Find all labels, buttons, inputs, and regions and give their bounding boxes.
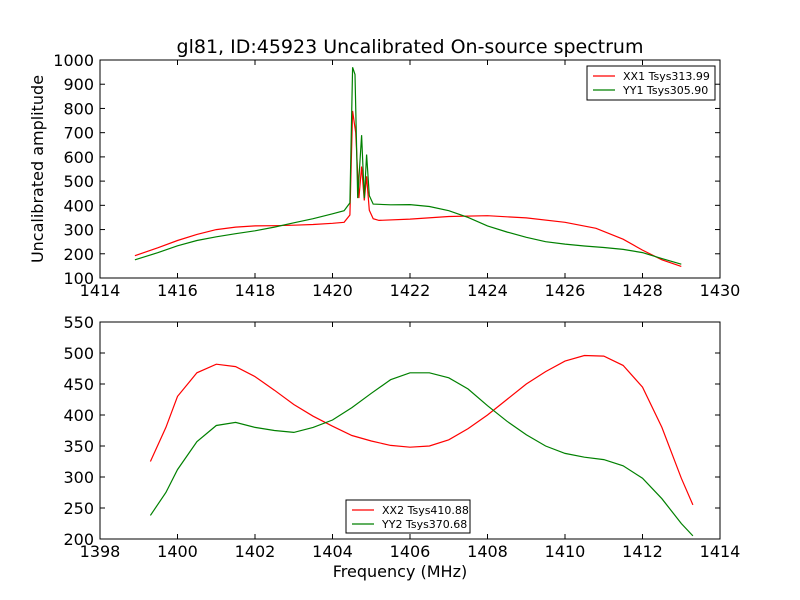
- x-tick-label: 1414: [700, 542, 741, 561]
- y-tick-label: 700: [63, 124, 94, 143]
- y-tick-label: 250: [63, 499, 94, 518]
- x-tick-label: 1404: [312, 542, 353, 561]
- y-axis-label: Uncalibrated amplitude: [28, 75, 47, 263]
- x-tick-label: 1408: [467, 542, 508, 561]
- y-tick-label: 550: [63, 313, 94, 332]
- y-tick-label: 600: [63, 148, 94, 167]
- y-tick-label: 500: [63, 344, 94, 363]
- legend-entry: YY2 Tsys370.68: [381, 518, 467, 531]
- x-tick-label: 1398: [80, 542, 121, 561]
- x-tick-label: 1430: [700, 281, 741, 300]
- y-tick-label: 400: [63, 196, 94, 215]
- y-tick-label: 900: [63, 75, 94, 94]
- legend-box: [586, 65, 716, 101]
- y-tick-label: 1000: [53, 51, 94, 70]
- y-tick-label: 350: [63, 437, 94, 456]
- x-tick-label: 1428: [622, 281, 663, 300]
- x-tick-label: 1406: [390, 542, 431, 561]
- y-tick-label: 300: [63, 468, 94, 487]
- y-tick-label: 200: [63, 245, 94, 264]
- x-tick-label: 1424: [467, 281, 508, 300]
- bottom-spectrum-panel: 1398 1400 1402 1404 1406 1408 1410 1412 1414 200 2…: [63, 313, 740, 581]
- x-tick-label: 1426: [545, 281, 586, 300]
- y-tick-label: 400: [63, 406, 94, 425]
- series-line-yy: [149, 372, 694, 537]
- legend-box: [345, 499, 471, 534]
- x-tick-label: 1410: [545, 542, 586, 561]
- x-axis-label: Frequency (MHz): [333, 562, 467, 581]
- x-tick-label: 1418: [235, 281, 276, 300]
- legend-entry: XX2 Tsys410.88: [382, 504, 469, 517]
- y-tick-label: 300: [63, 221, 94, 240]
- legend-entry: YY1 Tsys305.90: [622, 84, 708, 97]
- series-line-xx: [134, 110, 682, 267]
- chart-title: gl81, ID:45923 Uncalibrated On-source sp…: [177, 36, 644, 58]
- y-tick-label: 800: [63, 99, 94, 118]
- x-tick-label: 1412: [622, 542, 663, 561]
- y-tick-label: 450: [63, 375, 94, 394]
- x-tick-label: 1402: [235, 542, 276, 561]
- legend-entry: XX1 Tsys313.99: [623, 70, 710, 83]
- series-line-yy: [134, 67, 682, 265]
- y-tick-label: 500: [63, 172, 94, 191]
- top-spectrum-panel: 1414 1416 1418 1420 1422 1424 1426 1428 1430 100 2…: [28, 51, 740, 300]
- x-tick-label: 1422: [390, 281, 431, 300]
- x-tick-label: 1416: [157, 281, 198, 300]
- series-line-xx: [149, 354, 694, 506]
- y-tick-label: 200: [63, 530, 94, 549]
- y-tick-label: 100: [63, 269, 94, 288]
- x-tick-label: 1420: [312, 281, 353, 300]
- x-tick-label: 1414: [80, 281, 121, 300]
- x-tick-label: 1400: [157, 542, 198, 561]
